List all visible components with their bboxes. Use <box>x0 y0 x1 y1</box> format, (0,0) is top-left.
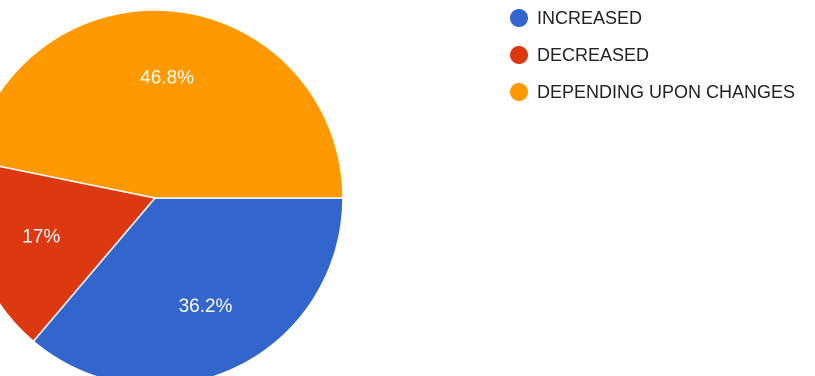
legend-label-increased: INCREASED <box>537 7 643 28</box>
legend-item-decreased[interactable]: DECREASED <box>510 44 795 66</box>
pie-slice-value-label-increased: 36.2% <box>179 296 233 317</box>
legend-label-decreased: DECREASED <box>537 44 650 65</box>
pie-slice-depending-upon-changes[interactable] <box>0 9 344 199</box>
pie-slice-increased[interactable] <box>32 197 344 376</box>
legend-label-depending-upon-changes: DEPENDING UPON CHANGES <box>537 81 796 102</box>
legend: INCREASED DECREASED DEPENDING UPON CHANG… <box>510 7 795 118</box>
legend-swatch-increased <box>510 9 528 27</box>
pie-slices <box>0 9 344 376</box>
pie-slice-decreased[interactable] <box>0 160 157 343</box>
legend-swatch-depending-upon-changes <box>510 83 528 101</box>
pie-slice-value-label-decreased: 17% <box>22 226 60 247</box>
legend-swatch-decreased <box>510 46 528 64</box>
legend-item-depending-upon-changes[interactable]: DEPENDING UPON CHANGES <box>510 81 795 103</box>
legend-item-increased[interactable]: INCREASED <box>510 7 795 29</box>
pie-slice-value-label-depending-upon-changes: 46.8% <box>140 67 194 88</box>
pie-slice-labels: 36.2% 17% 46.8% <box>22 67 232 317</box>
